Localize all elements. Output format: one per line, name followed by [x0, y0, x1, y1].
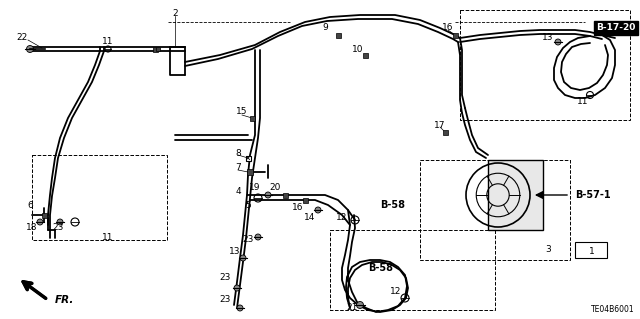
Circle shape — [37, 219, 43, 225]
Circle shape — [265, 192, 271, 198]
Circle shape — [240, 255, 246, 261]
Text: B-17-20: B-17-20 — [596, 24, 636, 33]
Text: 1: 1 — [589, 248, 595, 256]
Text: B-58: B-58 — [380, 200, 405, 210]
Bar — [460, 10, 630, 120]
Bar — [32, 155, 167, 240]
Bar — [250, 115, 255, 121]
Text: 10: 10 — [352, 46, 364, 55]
Circle shape — [26, 46, 33, 53]
Text: 15: 15 — [236, 108, 248, 116]
Text: 13: 13 — [542, 33, 554, 42]
Text: 11: 11 — [102, 234, 114, 242]
Bar — [42, 212, 47, 218]
Text: 23: 23 — [220, 273, 230, 283]
Circle shape — [315, 207, 321, 213]
Bar — [420, 160, 570, 260]
Bar — [247, 169, 253, 175]
Bar — [362, 53, 367, 57]
Text: 18: 18 — [26, 224, 38, 233]
Circle shape — [57, 219, 63, 225]
Text: 23: 23 — [52, 224, 64, 233]
Text: FR.: FR. — [55, 295, 74, 305]
Circle shape — [356, 301, 364, 308]
Bar — [452, 33, 458, 38]
Text: 8: 8 — [235, 149, 241, 158]
Text: 23: 23 — [243, 235, 253, 244]
Text: 16: 16 — [442, 24, 454, 33]
Text: 22: 22 — [17, 33, 28, 42]
Text: TE04B6001: TE04B6001 — [591, 305, 635, 314]
Bar — [488, 160, 543, 230]
Text: 17: 17 — [435, 121, 445, 130]
Bar — [282, 192, 287, 197]
Text: 3: 3 — [545, 246, 551, 255]
Text: 2: 2 — [172, 10, 178, 19]
Text: 19: 19 — [249, 183, 260, 192]
Text: 9: 9 — [322, 24, 328, 33]
Text: 14: 14 — [304, 213, 316, 222]
Circle shape — [555, 39, 561, 45]
Text: 12: 12 — [390, 287, 402, 296]
Text: 6: 6 — [27, 201, 33, 210]
Text: 21: 21 — [346, 303, 358, 313]
Bar — [575, 242, 607, 258]
Text: 12: 12 — [336, 213, 348, 222]
Bar — [335, 33, 340, 38]
Text: B-58: B-58 — [368, 263, 393, 273]
Text: 5: 5 — [245, 201, 251, 210]
Text: 23: 23 — [220, 295, 230, 305]
Text: 13: 13 — [229, 248, 241, 256]
Text: 4: 4 — [235, 188, 241, 197]
Text: 7: 7 — [235, 164, 241, 173]
Bar — [442, 130, 447, 135]
Bar — [156, 47, 160, 51]
Bar — [303, 197, 307, 203]
Circle shape — [237, 305, 243, 311]
Text: 20: 20 — [269, 183, 281, 192]
Text: 11: 11 — [577, 98, 589, 107]
Bar — [330, 230, 495, 310]
Circle shape — [234, 285, 240, 291]
Text: 16: 16 — [292, 204, 304, 212]
Bar — [246, 155, 250, 160]
Bar — [152, 47, 157, 51]
Text: B-57-1: B-57-1 — [575, 190, 611, 200]
Circle shape — [255, 234, 261, 240]
Text: 11: 11 — [102, 36, 114, 46]
